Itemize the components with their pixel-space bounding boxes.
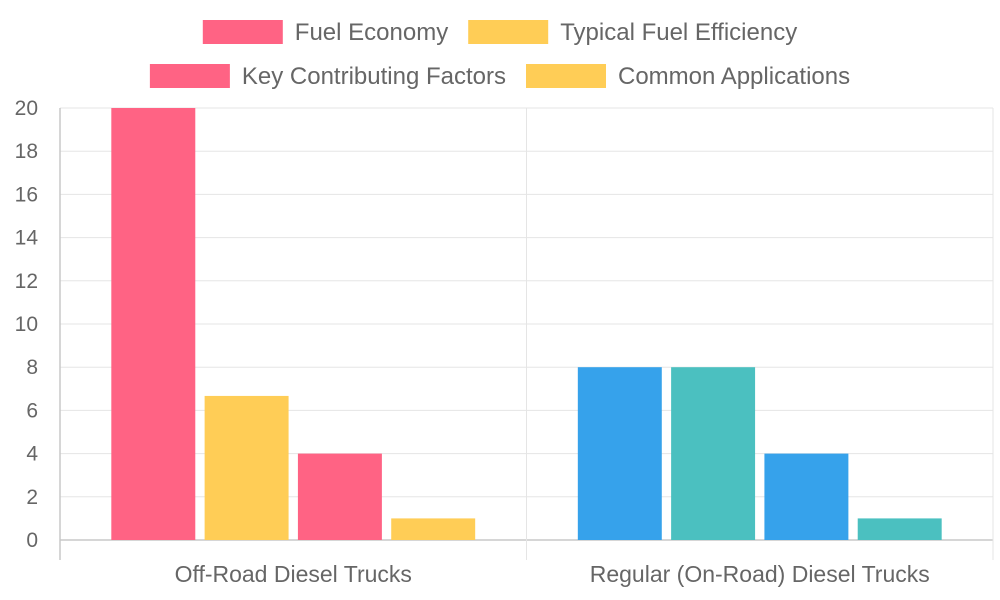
legend-label: Key Contributing Factors <box>242 63 506 90</box>
bar[interactable] <box>297 453 382 540</box>
y-tick-label: 14 <box>15 227 39 250</box>
legend-item[interactable]: Key Contributing Factors <box>149 63 506 90</box>
y-tick-label: 20 <box>15 97 38 120</box>
legend: Fuel Economy Typical Fuel Efficiency Key C… <box>149 19 850 90</box>
bar[interactable] <box>111 108 196 540</box>
bar[interactable] <box>204 395 289 540</box>
y-tick-label: 16 <box>15 183 38 206</box>
grid <box>59 107 994 560</box>
x-category-label: Regular (On-Road) Diesel Trucks <box>590 561 930 587</box>
y-tick-label: 8 <box>26 356 38 379</box>
legend-label: Typical Fuel Efficiency <box>560 19 797 46</box>
x-axis: Off-Road Diesel Trucks Regular (On-Road) … <box>175 561 930 587</box>
bar[interactable] <box>391 518 476 540</box>
y-tick-label: 2 <box>26 486 38 509</box>
y-tick-label: 10 <box>15 313 38 336</box>
legend-swatch <box>526 64 606 88</box>
bar[interactable] <box>671 367 756 540</box>
y-tick-label: 18 <box>15 140 38 163</box>
bar[interactable] <box>577 367 662 540</box>
legend-swatch <box>202 20 283 44</box>
y-axis: 0 2 4 6 8 10 12 14 16 18 20 <box>15 97 39 552</box>
legend-swatch <box>149 64 230 88</box>
legend-label: Fuel Economy <box>295 19 448 46</box>
bar[interactable] <box>857 518 942 540</box>
y-tick-label: 12 <box>15 270 38 293</box>
bars <box>111 108 942 540</box>
legend-item[interactable]: Typical Fuel Efficiency <box>468 19 797 46</box>
x-category-label: Off-Road Diesel Trucks <box>175 561 412 587</box>
legend-label: Common Applications <box>618 63 850 90</box>
y-tick-label: 6 <box>26 399 38 422</box>
y-tick-label: 4 <box>26 443 38 466</box>
legend-item[interactable]: Common Applications <box>526 63 850 90</box>
legend-swatch <box>468 20 549 44</box>
y-tick-label: 0 <box>26 529 38 552</box>
bar[interactable] <box>764 453 849 540</box>
legend-item[interactable]: Fuel Economy <box>202 19 448 46</box>
